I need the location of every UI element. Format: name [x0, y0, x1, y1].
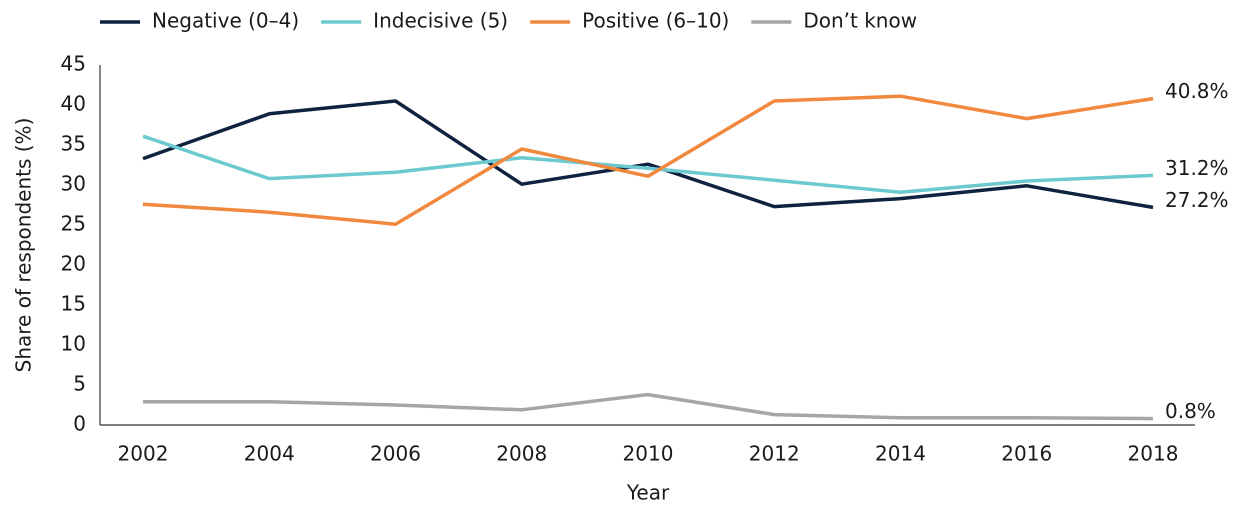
y-tick-label: 45	[61, 52, 86, 76]
x-axis-title: Year	[626, 481, 670, 505]
x-tick-label: 2002	[118, 442, 169, 466]
value-label: 27.2%	[1165, 188, 1229, 212]
x-tick-label: 2010	[623, 442, 674, 466]
x-tick-label: 2014	[875, 442, 926, 466]
y-axis-title: Share of respondents (%)	[12, 118, 36, 373]
series-line	[142, 134, 1154, 194]
y-tick-label: 10	[61, 332, 86, 356]
legend-label: Positive (6–10)	[582, 9, 729, 33]
x-tick-label: 2008	[496, 442, 547, 466]
value-label: 40.8%	[1165, 79, 1229, 103]
x-tick-label: 2018	[1128, 442, 1179, 466]
y-tick-label: 40	[61, 92, 86, 116]
value-label: 0.8%	[1165, 399, 1216, 423]
legend-label: Negative (0–4)	[152, 9, 299, 33]
legend-label: Indecisive (5)	[373, 9, 508, 33]
y-tick-label: 35	[61, 132, 86, 156]
x-tick-label: 2016	[1001, 442, 1052, 466]
series-line	[142, 94, 1154, 226]
y-tick-label: 20	[61, 252, 86, 276]
x-tick-label: 2004	[244, 442, 295, 466]
y-tick-label: 15	[61, 292, 86, 316]
x-tick-label: 2006	[370, 442, 421, 466]
series-line	[142, 99, 1154, 210]
y-tick-label: 5	[73, 372, 86, 396]
y-tick-label: 0	[73, 412, 86, 436]
x-tick-label: 2012	[749, 442, 800, 466]
y-tick-label: 25	[61, 212, 86, 236]
legend-label: Don’t know	[803, 9, 917, 33]
series-line	[143, 392, 1154, 421]
y-tick-label: 30	[61, 172, 86, 196]
value-label: 31.2%	[1165, 156, 1229, 180]
